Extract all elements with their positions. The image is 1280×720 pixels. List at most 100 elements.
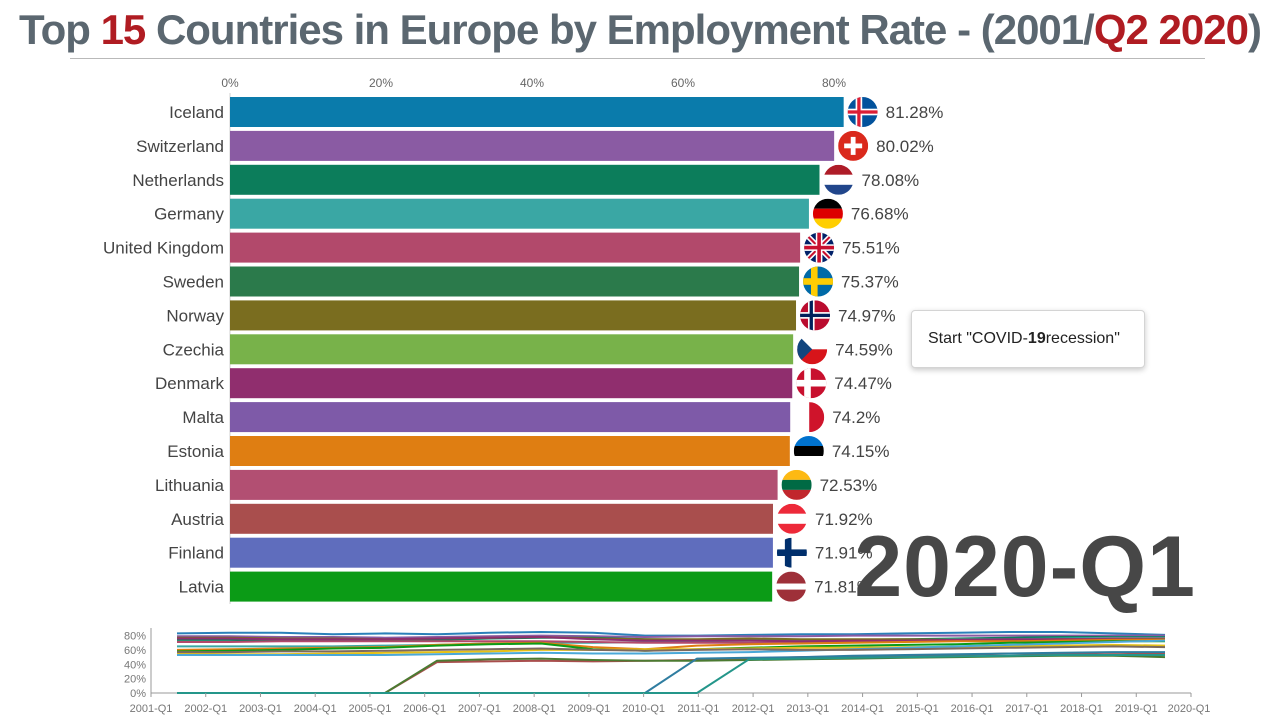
bar-germany bbox=[230, 198, 809, 229]
bar-czechia bbox=[230, 334, 794, 365]
timeline-x-tick: 2009-Q1 bbox=[567, 703, 610, 715]
x-tick-label: 0% bbox=[221, 76, 239, 90]
bar-lithuania bbox=[230, 469, 778, 500]
timeline-x-tick: 2013-Q1 bbox=[786, 703, 829, 715]
value-label: 74.59% bbox=[835, 340, 893, 359]
value-label: 74.2% bbox=[832, 408, 880, 427]
flag-iceland-icon bbox=[847, 97, 878, 127]
category-label: Lithuania bbox=[155, 476, 225, 495]
category-label: Finland bbox=[168, 544, 224, 563]
value-label: 76.68% bbox=[851, 205, 909, 224]
value-label: 72.53% bbox=[820, 476, 878, 495]
flag-switzerland-icon bbox=[838, 130, 869, 161]
timeline-x-tick: 2004-Q1 bbox=[294, 703, 337, 715]
category-label: Sweden bbox=[163, 273, 224, 292]
category-label: Latvia bbox=[179, 578, 225, 597]
annotation-prefix: Start "COVID- bbox=[928, 330, 1028, 347]
flag-malta-icon bbox=[794, 402, 825, 433]
timeline-series-10 bbox=[176, 643, 1166, 656]
x-tick-label: 80% bbox=[822, 76, 846, 90]
category-label: United Kingdom bbox=[103, 239, 224, 258]
bar-finland bbox=[230, 537, 773, 568]
timeline-x-tick: 2014-Q1 bbox=[841, 703, 884, 715]
timeline-series-11 bbox=[177, 639, 1166, 656]
timeline-x-tick: 2010-Q1 bbox=[622, 703, 665, 715]
flag-germany-icon bbox=[812, 198, 843, 229]
flag-estonia-icon bbox=[793, 436, 824, 466]
category-label: Germany bbox=[154, 205, 224, 224]
bar-denmark bbox=[230, 368, 793, 399]
flag-netherlands-icon bbox=[823, 164, 854, 195]
flag-austria-icon bbox=[776, 503, 807, 534]
bar-chart: 0% 20% 40% 60% 80% Iceland 81.28% Switzerland 80… bbox=[103, 76, 944, 604]
flag-lithuania-icon bbox=[781, 469, 812, 500]
value-label: 74.47% bbox=[834, 374, 892, 393]
timeline-series-1 bbox=[176, 631, 1166, 637]
flag-united-kingdom-icon bbox=[804, 232, 835, 263]
x-tick-label: 60% bbox=[671, 76, 695, 90]
flag-latvia-icon bbox=[776, 571, 807, 602]
value-label: 71.81% bbox=[814, 578, 872, 597]
flag-sweden-icon bbox=[803, 266, 834, 297]
value-label: 74.97% bbox=[838, 306, 896, 325]
timeline-x-tick: 2002-Q1 bbox=[184, 703, 227, 715]
bar-malta bbox=[230, 402, 791, 433]
value-label: 71.92% bbox=[815, 510, 873, 529]
bar-norway bbox=[230, 300, 797, 331]
title-part-2: Countries in Europe by Employment Rate -… bbox=[145, 6, 1095, 53]
timeline-series-14 bbox=[177, 654, 1166, 694]
timeline-x-tick: 2005-Q1 bbox=[349, 703, 392, 715]
annotation-tooltip: Start "COVID- 19 recession" bbox=[911, 310, 1145, 368]
x-tick-label: 40% bbox=[520, 76, 544, 90]
x-tick-label: 20% bbox=[369, 76, 393, 90]
timeline-series-12 bbox=[177, 645, 1166, 654]
title-part-3: ) bbox=[1247, 6, 1262, 53]
timeline-x-tick: 2012-Q1 bbox=[732, 703, 775, 715]
value-label: 75.37% bbox=[841, 273, 899, 292]
category-label: Switzerland bbox=[136, 137, 224, 156]
timeline-x-tick: 2006-Q1 bbox=[403, 703, 446, 715]
title-divider bbox=[70, 58, 1205, 59]
category-label: Iceland bbox=[169, 103, 224, 122]
timeline-x-tick: 2016-Q1 bbox=[951, 703, 994, 715]
chart-title: Top 15 Countries in Europe by Employment… bbox=[0, 6, 1280, 54]
timeline-y-tick: 80% bbox=[124, 631, 146, 643]
flag-finland-icon bbox=[776, 537, 807, 568]
title-count: 15 bbox=[100, 6, 147, 53]
timeline-x-tick: 2001-Q1 bbox=[130, 703, 173, 715]
timeline-y-tick: 20% bbox=[124, 674, 146, 686]
bar-united-kingdom bbox=[230, 232, 801, 263]
flag-norway-icon bbox=[800, 300, 831, 331]
timeline-y-tick: 0% bbox=[130, 688, 146, 700]
timeline-series-15 bbox=[177, 651, 1165, 694]
timeline-series-7 bbox=[177, 636, 1166, 643]
timeline-x-tick: 2008-Q1 bbox=[513, 703, 556, 715]
title-part-1: Top bbox=[19, 6, 101, 53]
timeline-x-tick: 2019-Q1 bbox=[1115, 703, 1158, 715]
timeline-x-tick: 2007-Q1 bbox=[458, 703, 501, 715]
category-label: Estonia bbox=[167, 442, 224, 461]
value-label: 78.08% bbox=[862, 171, 920, 190]
bar-estonia bbox=[230, 436, 790, 466]
timeline-series-16 bbox=[177, 654, 1165, 694]
category-label: Netherlands bbox=[132, 171, 224, 190]
timeline-y-tick: 40% bbox=[124, 659, 146, 671]
timeline-series-2 bbox=[177, 634, 1165, 639]
timeline-x-tick: 2018-Q1 bbox=[1060, 703, 1103, 715]
timeline-chart[interactable]: 80% 60% 40% 20% 0% 2001-Q1 2002-Q1 2003-Q1 2004-… bbox=[0, 620, 1280, 720]
timeline-series-13 bbox=[177, 651, 1166, 694]
value-label: 81.28% bbox=[886, 103, 944, 122]
bar-netherlands bbox=[230, 164, 820, 195]
value-label: 75.51% bbox=[842, 239, 900, 258]
timeline-x-tick: 2015-Q1 bbox=[896, 703, 939, 715]
bar-austria bbox=[230, 503, 773, 534]
bar-iceland bbox=[230, 97, 844, 127]
timeline-x-tick: 2020-Q1 bbox=[1168, 703, 1211, 715]
category-label: Norway bbox=[166, 306, 224, 325]
category-label: Denmark bbox=[155, 374, 224, 393]
period-label: 2020-Q1 bbox=[854, 519, 1196, 615]
timeline-x-tick: 2003-Q1 bbox=[239, 703, 282, 715]
value-label: 80.02% bbox=[876, 137, 934, 156]
category-label: Czechia bbox=[163, 340, 225, 359]
title-current-period: Q2 2020 bbox=[1093, 6, 1249, 53]
